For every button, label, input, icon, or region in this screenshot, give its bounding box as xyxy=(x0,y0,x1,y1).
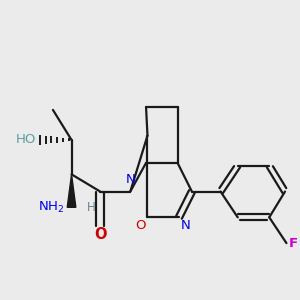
Text: H: H xyxy=(87,201,96,214)
Text: O: O xyxy=(94,227,106,242)
Polygon shape xyxy=(67,174,76,207)
Text: N: N xyxy=(180,219,190,232)
Text: HO: HO xyxy=(15,134,36,146)
Text: NH$_2$: NH$_2$ xyxy=(38,200,64,215)
Text: O: O xyxy=(136,219,146,232)
Text: N: N xyxy=(125,173,135,186)
Text: F: F xyxy=(289,237,298,250)
